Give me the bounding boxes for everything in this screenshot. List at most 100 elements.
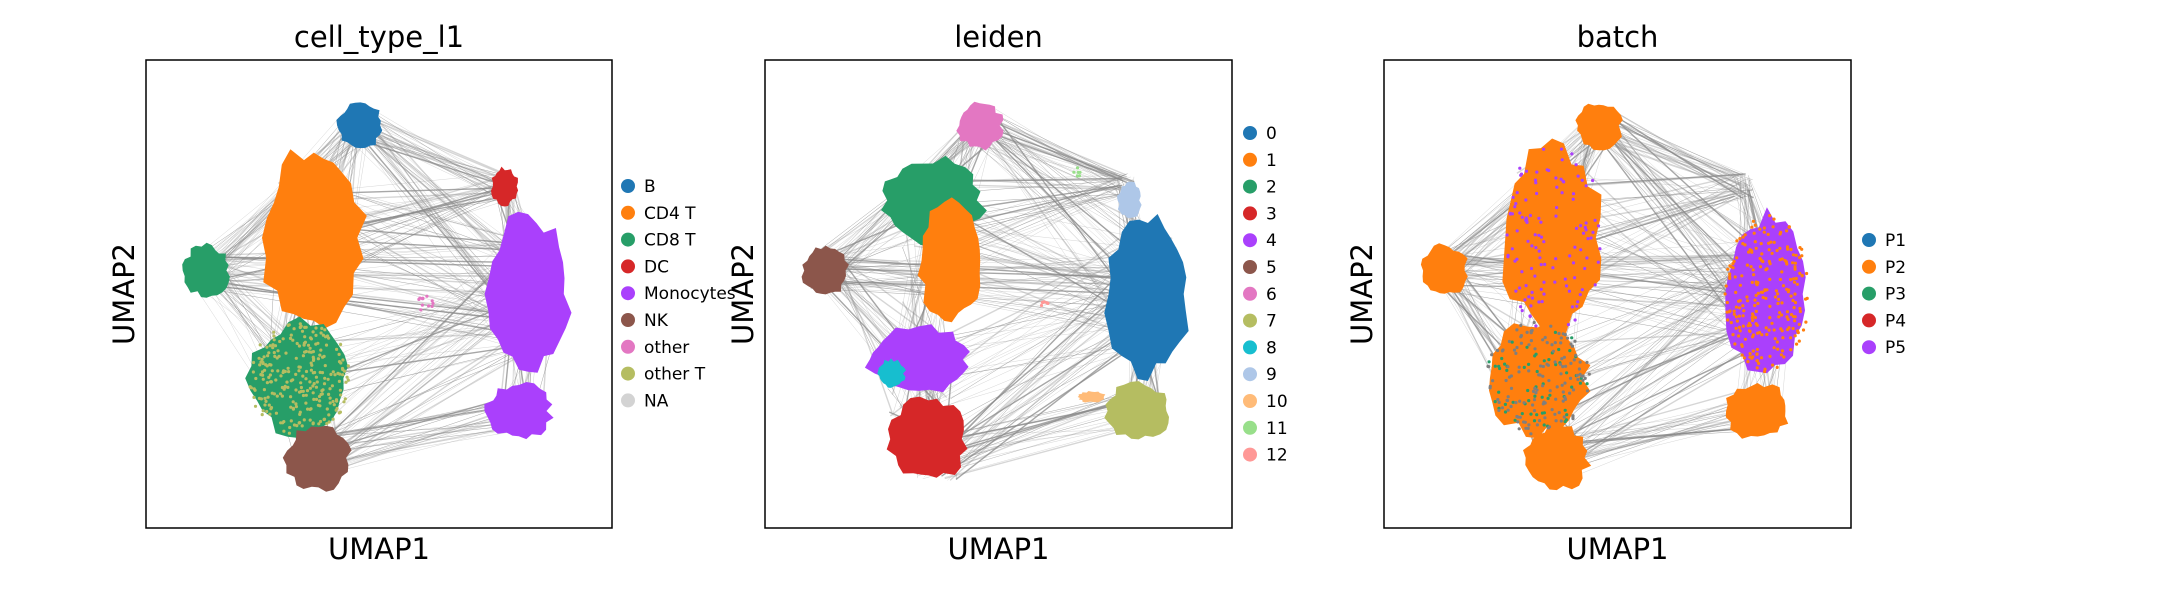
cells-p5 (1563, 277, 1567, 281)
cells-grey (1487, 365, 1491, 369)
cluster-p2-nk (1523, 422, 1592, 491)
cells-grey (1543, 416, 1547, 420)
cells-p3 (1505, 368, 1509, 372)
cells-grey (1578, 360, 1582, 364)
graph-edge (976, 124, 1137, 240)
cluster-other-t (265, 381, 269, 385)
graph-edge (823, 281, 1157, 285)
cluster-other-t (252, 360, 256, 365)
graph-edge (324, 343, 531, 376)
cluster-other (421, 297, 425, 301)
graph-edge (1742, 175, 1749, 241)
graph-edge (326, 429, 507, 462)
graph-edge (1432, 288, 1786, 350)
cluster-other-t (258, 363, 262, 367)
cells-p2 (1753, 303, 1757, 308)
axes-frame (145, 59, 613, 529)
cluster-other-t (260, 413, 264, 417)
cluster-other-t (342, 400, 346, 404)
cluster-other-t (309, 361, 313, 365)
graph-edge (977, 132, 1121, 191)
cluster-other-t (323, 328, 327, 332)
graph-edge (305, 401, 521, 439)
cluster-other-t (268, 363, 272, 367)
cells-grey (1538, 373, 1542, 377)
cells-p2 (1758, 256, 1762, 261)
cells-p5 (1528, 213, 1532, 218)
cells-p3 (1578, 381, 1582, 385)
cells-grey (1506, 408, 1510, 412)
cells-grey (1509, 386, 1514, 390)
cells-p3 (1525, 345, 1529, 349)
cluster-b (336, 102, 383, 149)
cluster-other-t (318, 370, 322, 374)
cells-grey (1553, 341, 1557, 345)
cells-p2 (1773, 337, 1777, 341)
cells-grey (1535, 423, 1539, 427)
cells-p5 (1542, 240, 1546, 244)
legend-marker (621, 205, 635, 220)
legend-label: CD4 T (644, 204, 696, 224)
graph-edge (374, 129, 508, 187)
cells-p3 (1542, 411, 1546, 415)
cluster-other-t (267, 351, 271, 355)
cells-p2 (1747, 329, 1752, 333)
cells-p3 (1546, 396, 1550, 400)
graph-edge (945, 311, 1128, 357)
cells-p5 (1539, 287, 1543, 291)
cells-p5 (1566, 323, 1570, 327)
cells-p2 (1797, 322, 1801, 326)
graph-edge (963, 140, 1128, 182)
cells-p2 (1732, 309, 1736, 313)
graph-edge (838, 254, 1149, 310)
legend-marker (1243, 420, 1257, 435)
cluster-other-t (295, 424, 299, 428)
graph-edge (944, 280, 1135, 449)
cells-grey (1515, 328, 1519, 332)
cells-p2 (1762, 230, 1766, 234)
graph-edge (363, 127, 506, 194)
graph-edge (371, 140, 503, 179)
cells-p5 (1505, 233, 1509, 237)
cluster-other-t (283, 385, 287, 389)
cells-p5 (1571, 261, 1576, 265)
cells-p2 (1748, 355, 1752, 359)
graph-edge (1611, 109, 1753, 191)
cluster-other-t (298, 421, 302, 425)
cluster-other-t (272, 330, 276, 334)
graph-edge (1613, 114, 1744, 199)
cells-p3 (1557, 347, 1561, 352)
cells-p3 (1493, 364, 1497, 368)
cluster-other (430, 304, 434, 308)
graph-edge (833, 263, 1136, 305)
cells-p2 (1754, 281, 1758, 285)
cells-p5 (1554, 176, 1558, 180)
legend-marker (1243, 260, 1257, 274)
cells-p2 (1759, 242, 1763, 246)
legend-marker (1243, 394, 1257, 408)
cells-grey (1532, 409, 1537, 413)
cells-p2 (1787, 225, 1791, 229)
legend-label: other T (644, 365, 706, 385)
cluster-other-t (297, 369, 301, 373)
legend-marker (621, 313, 635, 327)
cells-p2 (1734, 315, 1738, 319)
cluster-other-t (289, 405, 293, 409)
cells-grey (1517, 427, 1521, 431)
cluster-11 (1075, 174, 1079, 178)
graph-edge (332, 335, 517, 450)
cluster-other-t (265, 409, 269, 414)
cells-grey (1546, 363, 1550, 367)
cells-p2 (1768, 354, 1772, 358)
graph-edge (319, 416, 501, 475)
cluster-other-t (327, 336, 331, 340)
cells-p2 (1798, 306, 1802, 311)
cells-grey (1569, 376, 1573, 380)
cells-p5 (1530, 290, 1534, 294)
legend-label: 11 (1266, 419, 1288, 439)
graph-edge (1602, 111, 1753, 298)
cells-p2 (1756, 291, 1760, 295)
legend-marker (1243, 367, 1257, 382)
cells-grey (1554, 419, 1558, 423)
